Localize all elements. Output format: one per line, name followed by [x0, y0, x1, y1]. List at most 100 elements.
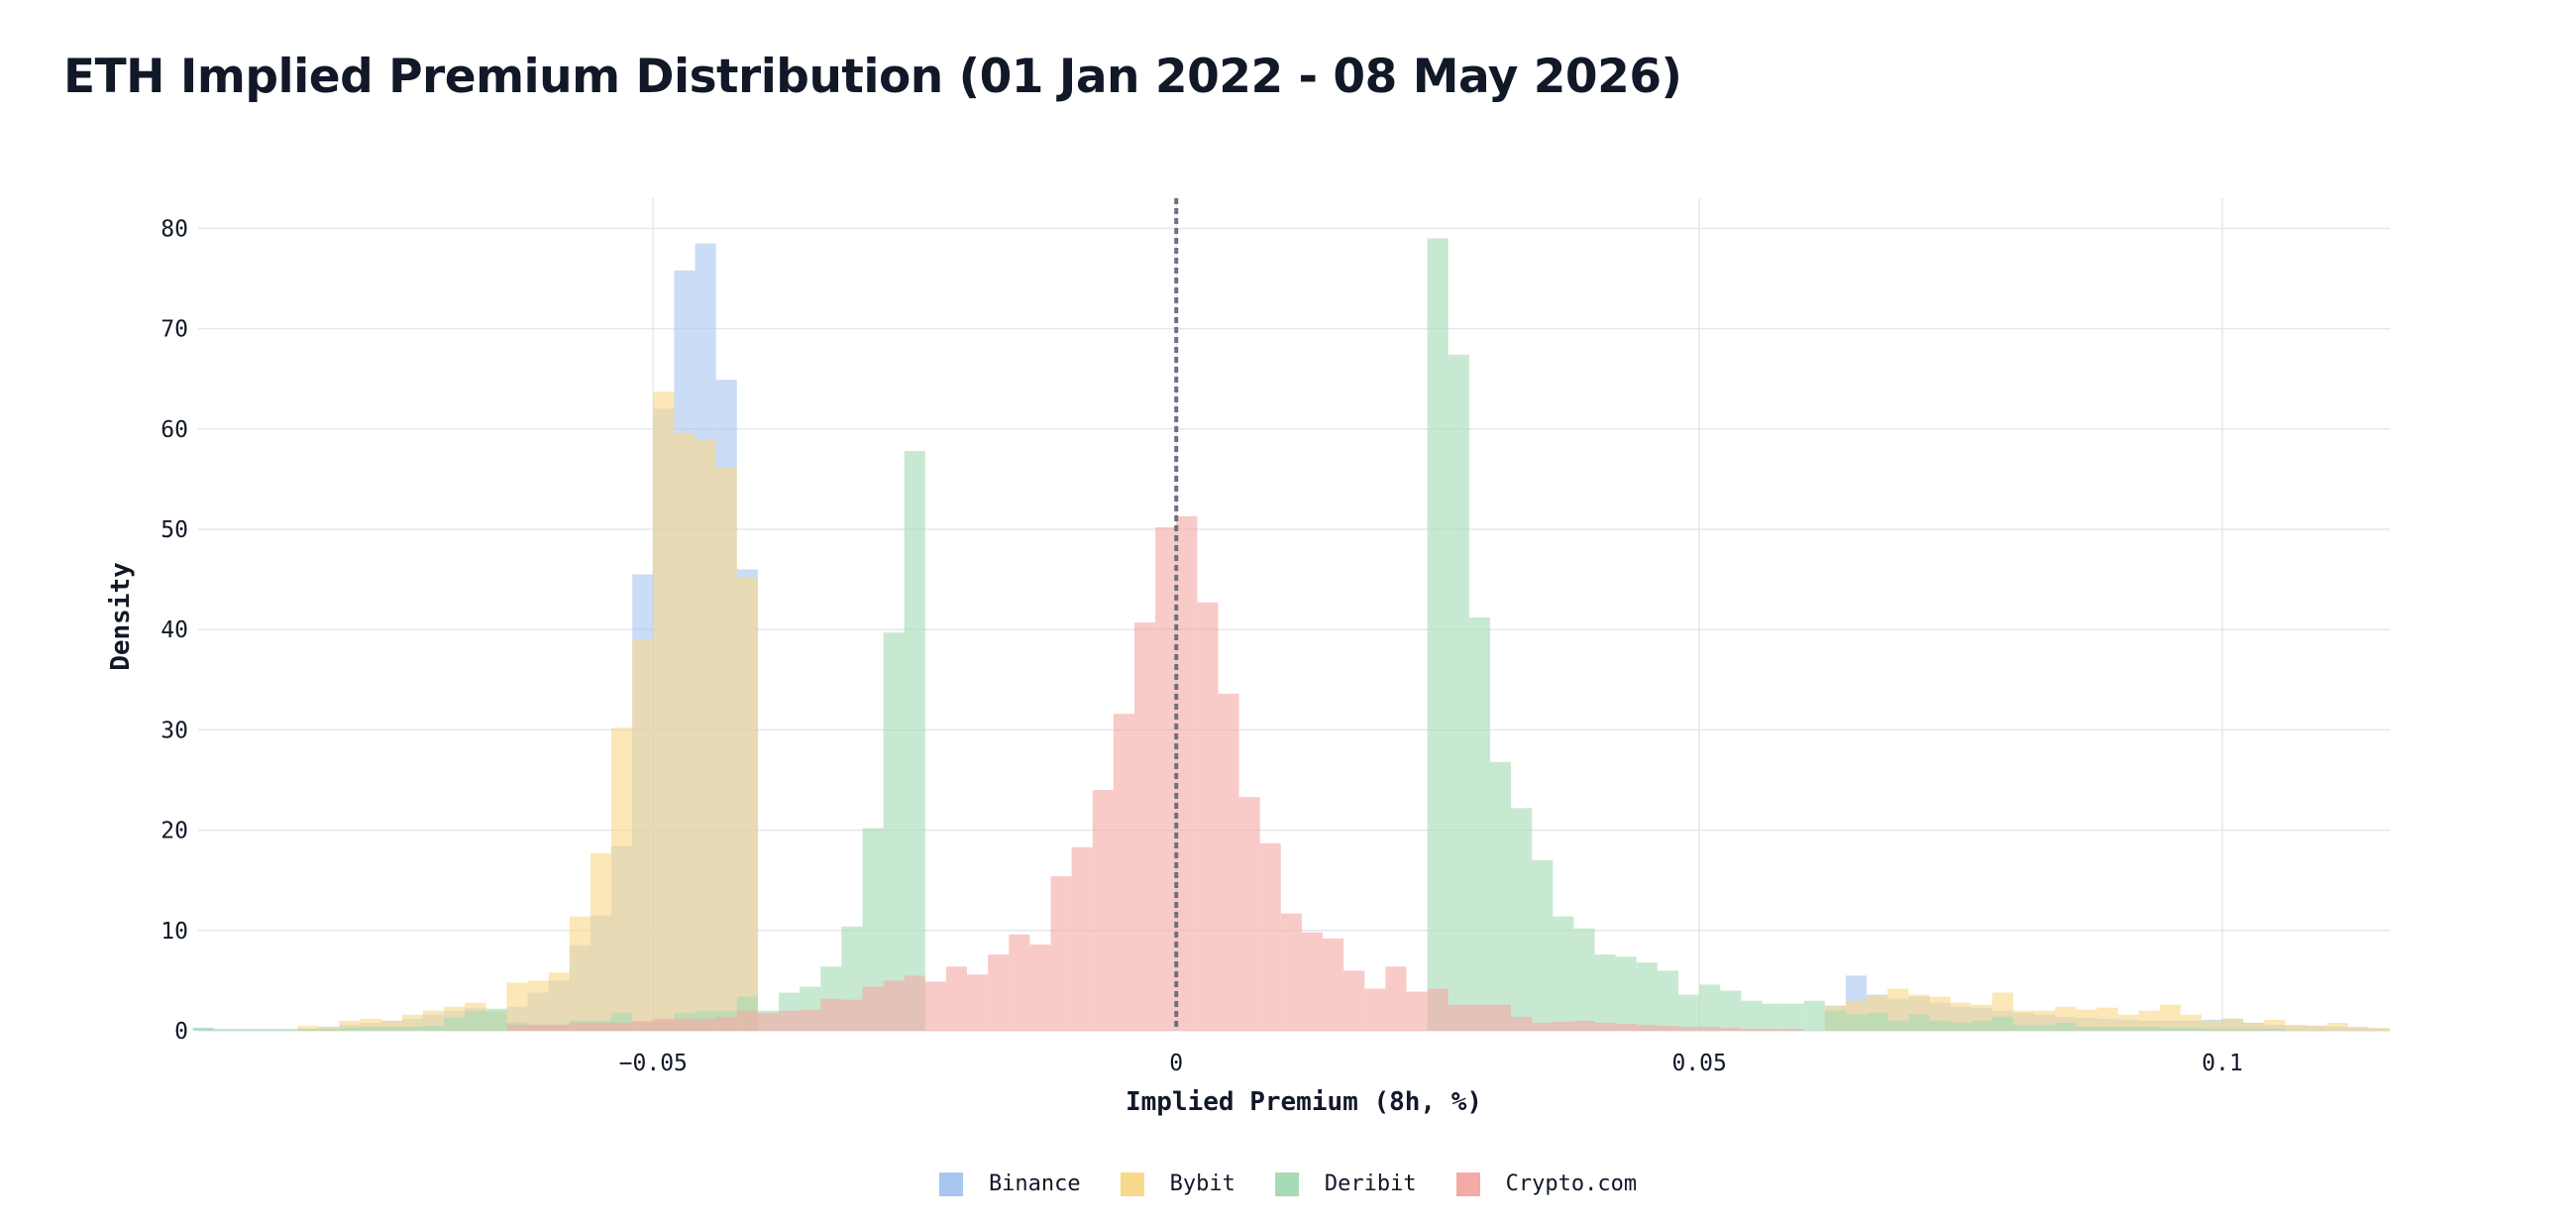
x-tick-label: 0.05	[1671, 1051, 1726, 1076]
histogram-bar	[1573, 928, 1595, 1031]
histogram-bar	[1385, 966, 1407, 1031]
histogram-bar	[1489, 761, 1512, 1031]
histogram-bar	[1573, 1020, 1595, 1031]
histogram-bar	[1364, 988, 1386, 1031]
histogram-bar	[1532, 859, 1554, 1031]
y-tick-label: 60	[161, 417, 188, 443]
histogram-bar	[1782, 1003, 1804, 1031]
histogram-bar	[1636, 1024, 1658, 1031]
chart-title: ETH Implied Premium Distribution (01 Jan…	[63, 50, 1682, 104]
y-tick-label: 70	[161, 317, 188, 343]
x-tick-label: −0.05	[619, 1051, 688, 1076]
histogram-bar	[192, 1027, 214, 1031]
histogram-bar	[1803, 1000, 1825, 1031]
histogram-bar	[1845, 1014, 1868, 1031]
histogram-bar	[485, 1008, 507, 1031]
histogram-bar	[2159, 1004, 2181, 1031]
histogram-bar	[1218, 693, 1239, 1031]
histogram-bar	[1824, 1010, 1846, 1031]
histogram-bar	[213, 1028, 235, 1031]
histogram-bar	[2096, 1026, 2118, 1031]
histogram-bars	[192, 238, 2390, 1032]
histogram-bar	[1615, 956, 1637, 1031]
histogram-bar	[1762, 1028, 1783, 1031]
legend-item[interactable]: Deribit	[1274, 1172, 1417, 1196]
histogram-bar	[339, 1027, 361, 1031]
legend-swatch	[938, 1172, 963, 1196]
histogram-bar	[2306, 1025, 2327, 1031]
histogram-bar	[611, 727, 633, 1031]
histogram-bar	[2368, 1027, 2390, 1031]
histogram-bar	[883, 632, 905, 1031]
histogram-bar	[2243, 1028, 2265, 1031]
histogram-bar	[695, 1018, 716, 1031]
axis-tick-labels: 0 10 20 30 40 50 60 70 80 −0.05 0 0.05 0.1	[161, 216, 2243, 1076]
y-tick-label: 80	[161, 216, 188, 242]
histogram-bar	[967, 974, 989, 1031]
histogram-bar	[674, 1018, 696, 1031]
histogram-bar	[1259, 842, 1281, 1031]
y-axis-title: Density	[106, 562, 136, 671]
histogram-bar	[2138, 1026, 2160, 1031]
legend-item[interactable]: Bybit	[1120, 1172, 1235, 1196]
histogram-bar	[945, 966, 968, 1031]
histogram-bar	[757, 1012, 779, 1031]
legend-label: Bybit	[1169, 1172, 1235, 1196]
histogram-bar	[1720, 1027, 1742, 1031]
legend-label: Deribit	[1324, 1172, 1417, 1196]
histogram-bar	[569, 916, 590, 1031]
series-deribit	[192, 238, 2286, 1031]
histogram-bar	[2264, 1019, 2286, 1031]
histogram-bar	[1406, 991, 1428, 1031]
histogram-bar	[1678, 1026, 1700, 1031]
histogram-bar	[1657, 970, 1679, 1031]
histogram-bar	[276, 1028, 298, 1031]
histogram-bar	[569, 1022, 590, 1031]
histogram-bar	[590, 1022, 612, 1031]
histogram-bar	[674, 432, 696, 1031]
series-crypto-com	[506, 515, 1804, 1031]
histogram-bar	[1280, 913, 1302, 1031]
histogram-bar	[1950, 1022, 1972, 1031]
histogram-bar	[527, 1024, 549, 1031]
histogram-bar	[2243, 1022, 2265, 1031]
histogram-bar	[2180, 1027, 2201, 1031]
histogram-bar	[527, 980, 549, 1031]
histogram-bar	[1301, 932, 1324, 1031]
histogram-bar	[653, 391, 675, 1031]
histogram-bar	[695, 439, 716, 1031]
histogram-bar	[1741, 1000, 1763, 1031]
histogram-bar	[1427, 988, 1449, 1031]
legend-item[interactable]: Binance	[938, 1172, 1081, 1196]
histogram-bar	[2012, 1024, 2035, 1031]
histogram-bar	[1678, 994, 1700, 1031]
legend-swatch	[1274, 1172, 1299, 1196]
histogram-bar	[1991, 1016, 2013, 1031]
histogram-bar	[1720, 990, 1742, 1031]
legend-item[interactable]: Crypto.com	[1455, 1172, 1638, 1196]
histogram-bar	[2117, 1026, 2139, 1031]
series-bybit	[297, 391, 2390, 1032]
histogram-bar	[2222, 1028, 2244, 1031]
histogram-bar	[1448, 354, 1469, 1031]
histogram-bar	[1532, 1022, 1554, 1031]
histogram-bar	[1323, 938, 1344, 1031]
y-tick-label: 0	[174, 1019, 188, 1045]
histogram-bar	[1657, 1025, 1679, 1031]
histogram-bar	[1468, 1004, 1490, 1031]
histogram-bar	[1155, 526, 1177, 1031]
histogram-bar	[1092, 790, 1114, 1031]
legend-label: Crypto.com	[1505, 1172, 1638, 1196]
histogram-bar	[548, 1024, 570, 1031]
histogram-bar	[1699, 1026, 1721, 1031]
histogram-bar	[318, 1026, 340, 1031]
histogram-bar	[2180, 1014, 2201, 1031]
histogram-bar	[2076, 1009, 2097, 1031]
histogram-bar	[1887, 1020, 1909, 1031]
histogram-bar	[1782, 1028, 1804, 1031]
histogram-bar	[1511, 808, 1533, 1031]
histogram-bar	[1238, 797, 1260, 1031]
histogram-bar	[1594, 1022, 1616, 1031]
histogram-bar	[1133, 622, 1156, 1031]
legend-swatch	[1120, 1172, 1144, 1196]
